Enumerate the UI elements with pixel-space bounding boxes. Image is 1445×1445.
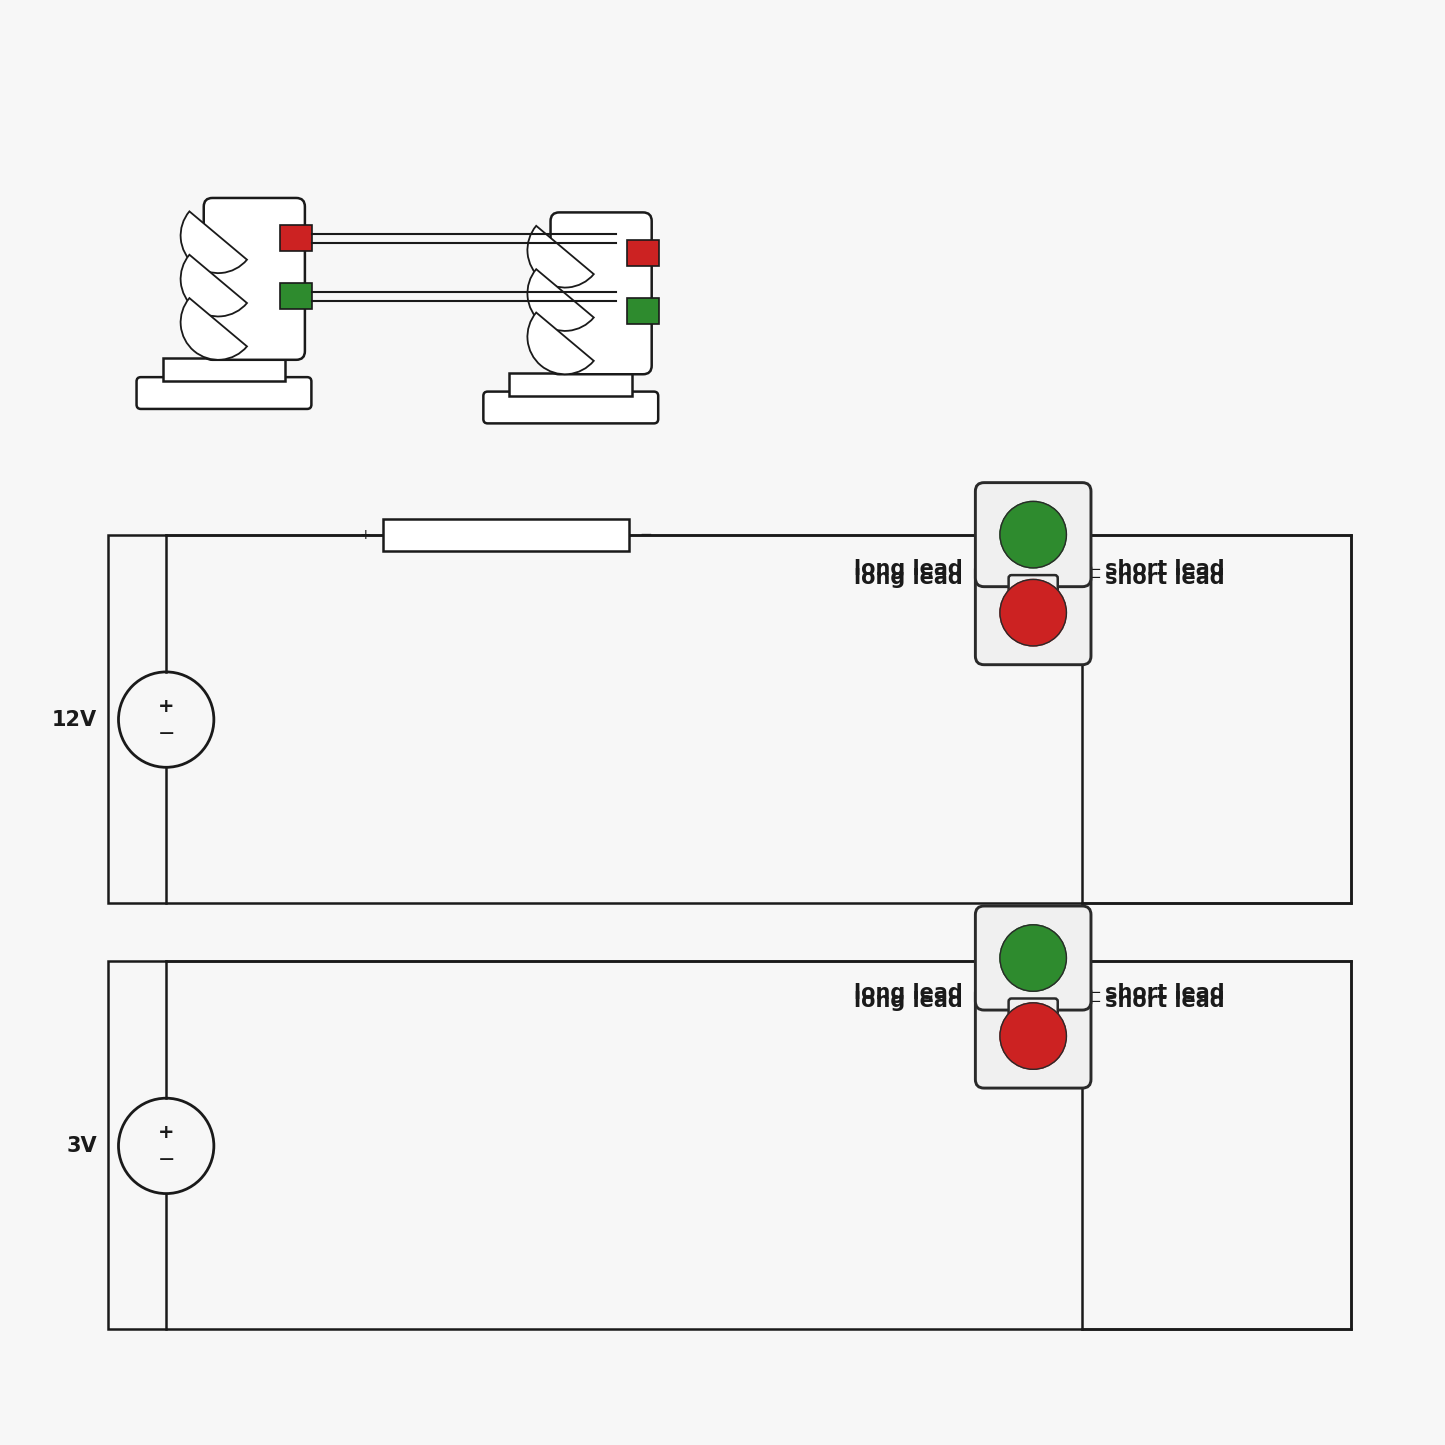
Text: −: − [640,527,652,542]
Bar [383,519,629,551]
Wedge shape [527,225,594,288]
Bar [210,250,241,358]
Circle shape [1000,579,1066,646]
Text: short lead: short lead [1105,991,1225,1012]
Bar [162,358,285,381]
Text: +: + [158,696,175,717]
Wedge shape [527,269,594,331]
FancyBboxPatch shape [975,906,1091,1010]
Text: +: + [978,985,991,1000]
Bar [627,298,659,324]
Text: long lead: long lead [854,559,962,579]
Text: long lead: long lead [854,991,962,1012]
FancyBboxPatch shape [204,198,305,360]
Wedge shape [181,211,247,273]
Circle shape [1000,925,1066,991]
Wedge shape [181,298,247,360]
Circle shape [1000,1003,1066,1069]
Text: +: + [978,994,991,1009]
Text: short lead: short lead [1105,983,1225,1003]
FancyBboxPatch shape [1009,998,1058,1036]
Text: −: − [158,1150,175,1170]
Text: +: + [978,571,991,585]
Text: −: − [1088,562,1101,577]
Text: 12V: 12V [52,709,97,730]
Bar [280,283,312,309]
Circle shape [1000,501,1066,568]
FancyBboxPatch shape [975,483,1091,587]
Text: long lead: long lead [854,983,962,1003]
Bar [108,961,1351,1329]
Bar [280,225,312,251]
Bar [510,373,633,396]
Text: long lead: long lead [854,568,962,588]
Text: 3V: 3V [66,1136,97,1156]
FancyBboxPatch shape [483,392,657,423]
Text: −: − [1088,571,1101,585]
Bar [627,240,659,266]
Text: −: − [1088,985,1101,1000]
Text: short lead: short lead [1105,568,1225,588]
Text: +: + [978,562,991,577]
FancyBboxPatch shape [975,984,1091,1088]
FancyBboxPatch shape [551,212,652,374]
Bar [108,535,1351,903]
Text: +: + [158,1123,175,1143]
Text: +: + [360,527,371,542]
FancyBboxPatch shape [975,561,1091,665]
Bar [556,264,588,373]
FancyBboxPatch shape [1009,575,1058,613]
FancyBboxPatch shape [136,377,312,409]
Text: −: − [1088,994,1101,1009]
Text: short lead: short lead [1105,559,1225,579]
Wedge shape [527,312,594,374]
Wedge shape [181,254,247,316]
Text: −: − [158,724,175,744]
